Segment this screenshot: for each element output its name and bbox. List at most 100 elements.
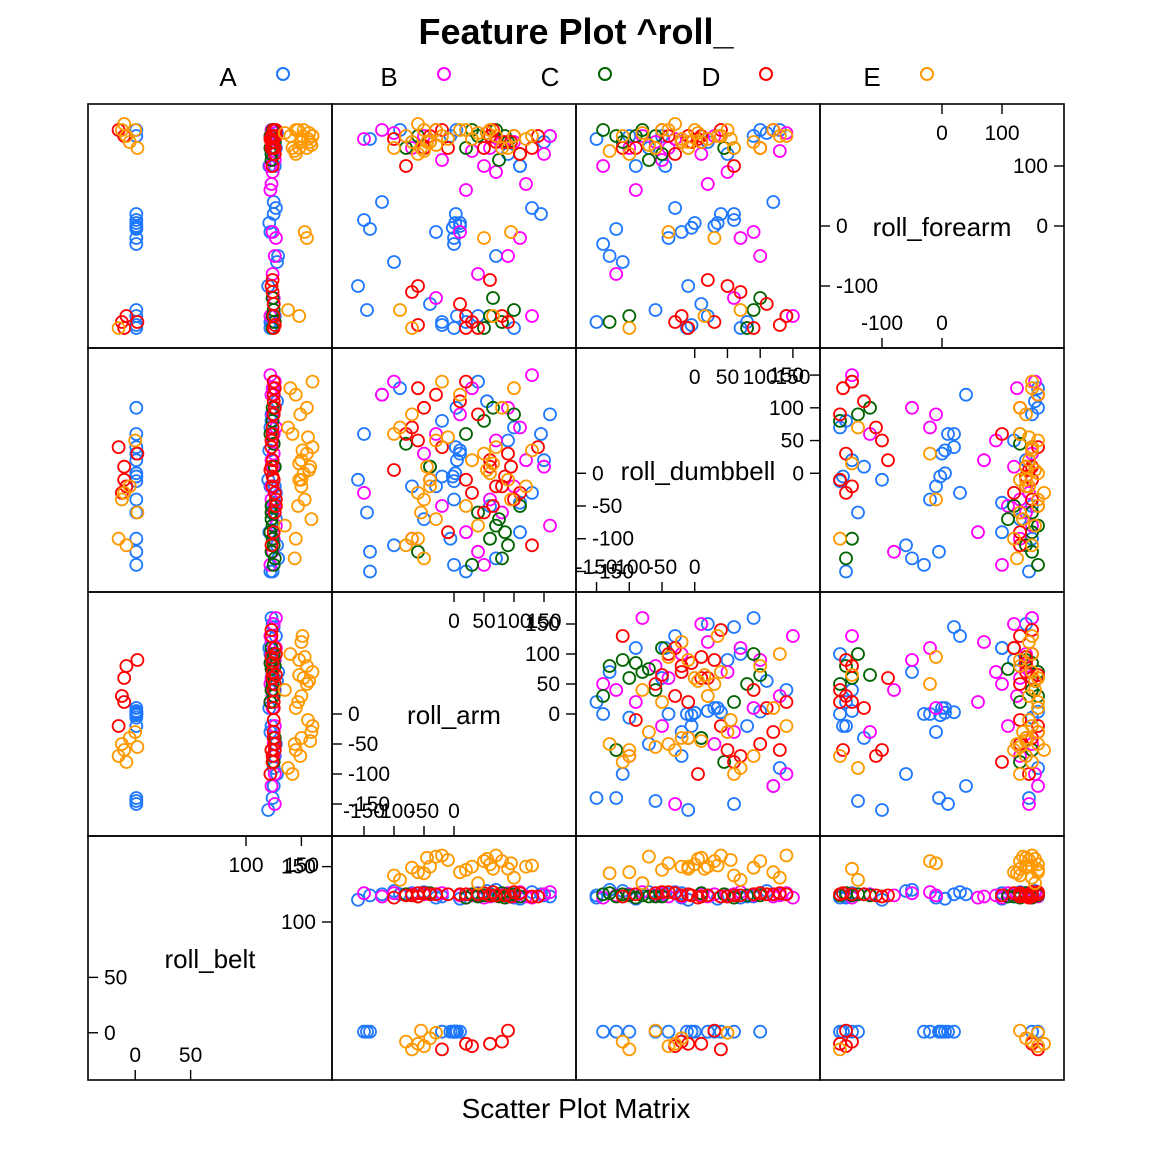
- point-e: [710, 629, 725, 643]
- point-a: [648, 303, 663, 317]
- point-d: [684, 888, 699, 903]
- point-e: [423, 479, 437, 494]
- point-e: [285, 427, 300, 441]
- point-d: [483, 273, 497, 287]
- point-d: [727, 888, 741, 903]
- point-d: [759, 887, 774, 902]
- point-d: [264, 538, 279, 553]
- point-a: [947, 440, 961, 455]
- point-b: [707, 737, 722, 751]
- point-c: [477, 321, 491, 335]
- point-d: [264, 629, 279, 643]
- point-e: [635, 126, 650, 140]
- point-d: [733, 285, 748, 299]
- point-d: [441, 525, 455, 540]
- point-b: [995, 558, 1009, 572]
- tick-label: 100: [769, 397, 804, 420]
- point-c: [267, 551, 282, 566]
- point-c: [266, 436, 281, 451]
- point-d: [1007, 485, 1021, 500]
- point-e: [525, 129, 539, 143]
- point-e: [130, 505, 145, 520]
- point-c: [851, 407, 865, 422]
- tick-label: 50: [104, 966, 127, 989]
- point-c: [642, 889, 656, 904]
- point-c: [609, 889, 624, 904]
- point-b: [707, 887, 722, 902]
- point-e: [1016, 725, 1030, 739]
- point-d: [839, 446, 853, 461]
- point-a: [449, 400, 464, 415]
- point-d: [477, 886, 491, 901]
- panels: roll_forearm00100100-100-10000roll_dumbb…: [87, 103, 1065, 1081]
- point-a: [351, 472, 365, 487]
- point-a: [589, 132, 604, 146]
- point-e: [292, 668, 307, 682]
- point-e: [733, 303, 748, 317]
- point-d: [694, 650, 709, 664]
- point-a: [363, 222, 377, 236]
- point-d: [655, 668, 669, 682]
- point-d: [266, 407, 281, 422]
- point-d: [266, 394, 281, 409]
- point-e: [929, 492, 943, 507]
- point-e: [707, 677, 722, 691]
- point-d: [766, 725, 781, 739]
- point-b: [971, 890, 985, 905]
- point-a: [453, 216, 467, 230]
- point-e: [507, 870, 521, 885]
- point-d: [465, 485, 479, 500]
- point-a: [932, 791, 946, 805]
- point-a: [929, 479, 943, 494]
- point-b: [264, 177, 279, 191]
- tick-label: -100: [608, 556, 650, 579]
- point-d: [700, 273, 715, 287]
- tick-label: 50: [781, 430, 804, 453]
- point-e: [697, 668, 712, 682]
- point-a: [661, 231, 676, 245]
- point-d: [525, 889, 539, 904]
- point-d: [845, 695, 859, 709]
- point-e: [727, 868, 741, 883]
- point-e: [674, 859, 689, 874]
- point-b: [1022, 485, 1036, 500]
- point-a: [857, 459, 871, 474]
- point-b: [435, 153, 449, 167]
- point-a: [947, 887, 961, 902]
- point-e: [293, 749, 308, 763]
- point-a: [674, 225, 689, 239]
- point-b: [357, 132, 371, 146]
- point-d: [387, 463, 401, 477]
- point-b: [417, 446, 431, 461]
- point-b: [700, 177, 715, 191]
- point-e: [766, 701, 781, 715]
- point-a: [360, 505, 374, 520]
- point-a: [684, 1024, 699, 1039]
- point-a: [589, 791, 604, 805]
- point-a: [833, 707, 847, 721]
- point-e: [423, 472, 437, 487]
- point-e: [727, 767, 741, 781]
- tick-label: 50: [179, 1044, 202, 1067]
- point-e: [1013, 427, 1027, 441]
- point-e: [1022, 853, 1036, 867]
- point-a: [727, 207, 741, 221]
- point-a: [1022, 791, 1036, 805]
- point-a: [507, 420, 521, 435]
- point-a: [938, 1024, 952, 1039]
- panel-roll_arm-vs-roll_arm: roll_arm005050100100150150-150-150-100-1…: [331, 591, 577, 837]
- point-e: [287, 737, 302, 751]
- point-b: [596, 159, 610, 173]
- point-e: [923, 854, 937, 868]
- point-e: [414, 1023, 428, 1038]
- point-a: [905, 665, 919, 679]
- point-d: [648, 886, 663, 901]
- point-d: [995, 427, 1009, 441]
- panel-roll_dumbbell-vs-roll_arm: [331, 347, 577, 593]
- point-c: [507, 303, 521, 317]
- point-e: [642, 849, 656, 864]
- point-a: [917, 1024, 931, 1039]
- point-c: [635, 665, 650, 679]
- legend: A B C D E: [219, 62, 934, 92]
